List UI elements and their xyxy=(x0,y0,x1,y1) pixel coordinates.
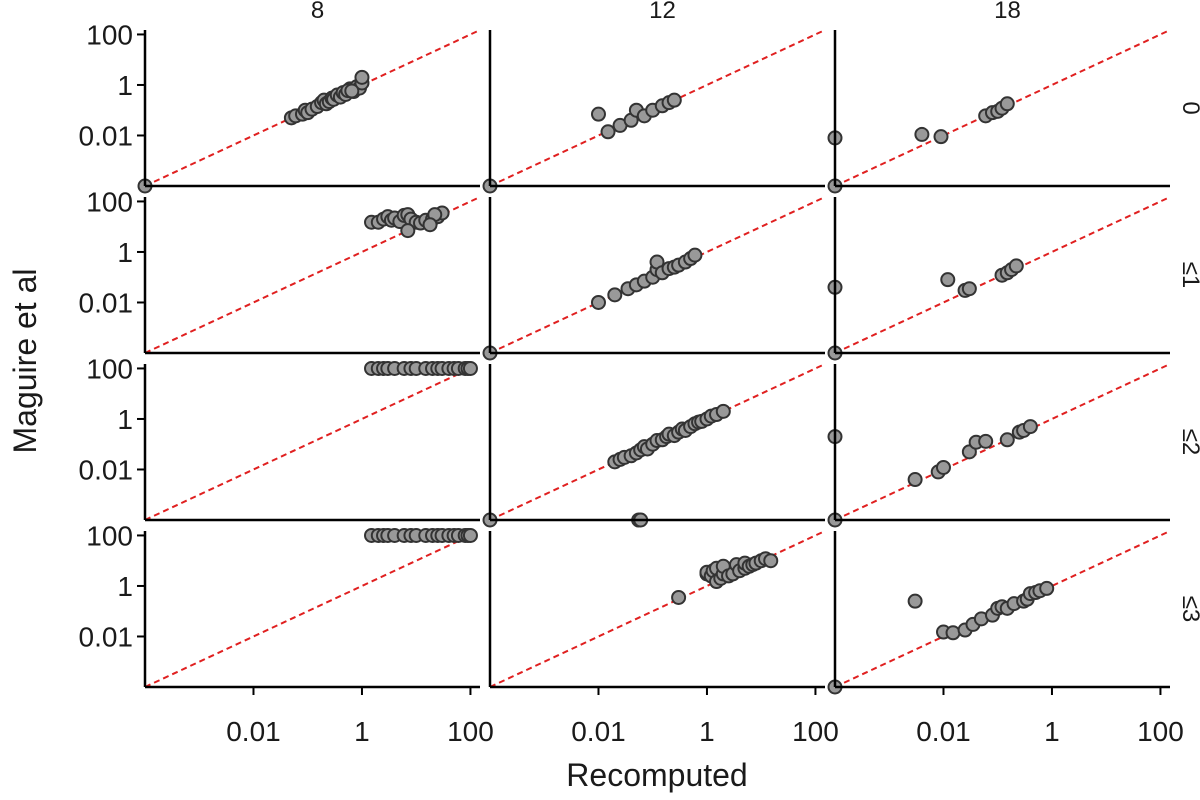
y-axis-title: Maguire et al xyxy=(7,269,43,454)
data-point xyxy=(907,472,923,488)
data-point xyxy=(590,294,606,310)
column-facet-strips: 8 12 18 xyxy=(311,0,1021,24)
data-point xyxy=(590,106,606,122)
data-point xyxy=(978,433,994,449)
data-point xyxy=(945,625,961,641)
data-point xyxy=(600,124,616,140)
identity-reference-line xyxy=(144,196,481,354)
data-point xyxy=(715,403,731,419)
data-point xyxy=(354,69,370,85)
facet-panel xyxy=(143,527,481,689)
y-tick-label: 0.01 xyxy=(79,287,134,318)
data-point xyxy=(666,92,682,108)
data-point xyxy=(1022,419,1038,435)
identity-reference-line xyxy=(489,530,826,688)
facet-panel xyxy=(482,196,826,361)
row-facet-label: ≤3 xyxy=(1177,596,1200,623)
y-tick-label: 0.01 xyxy=(79,120,134,151)
data-point xyxy=(1008,258,1024,274)
row-facet-label: 0 xyxy=(1177,101,1200,114)
data-point xyxy=(961,281,977,297)
x-tick-label: 100 xyxy=(792,716,839,747)
data-point xyxy=(999,96,1015,112)
facet-panel xyxy=(827,29,1171,194)
data-point xyxy=(422,217,438,233)
data-point xyxy=(607,287,623,303)
identity-reference-line xyxy=(144,530,481,688)
x-tick-label: 0.01 xyxy=(226,716,281,747)
facet-panel xyxy=(482,363,826,528)
facet-panel xyxy=(827,196,1171,361)
data-point xyxy=(914,126,930,142)
row-facet-label: ≤2 xyxy=(1177,429,1200,456)
x-tick-label: 1 xyxy=(699,716,715,747)
data-point xyxy=(999,432,1015,448)
facet-panel xyxy=(482,29,826,194)
identity-reference-line xyxy=(144,363,481,521)
facet-panel xyxy=(137,29,481,194)
y-tick-label: 0.01 xyxy=(79,621,134,652)
column-facet-label: 18 xyxy=(994,0,1021,24)
facet-panel xyxy=(488,530,826,689)
data-point xyxy=(687,247,703,263)
y-tick-label: 1 xyxy=(117,237,133,268)
x-tick-label: 1 xyxy=(1044,716,1060,747)
data-point xyxy=(763,553,779,569)
x-tick-label: 1 xyxy=(354,716,370,747)
data-point xyxy=(940,272,956,288)
data-point xyxy=(462,527,478,543)
y-tick-label: 1 xyxy=(117,571,133,602)
data-point xyxy=(1039,580,1055,596)
data-point xyxy=(400,223,416,239)
data-point xyxy=(671,589,687,605)
y-tick-label: 100 xyxy=(86,520,133,551)
axis-tick-labels: 0.01 1 100 0.01 1 100 0.01 1 100 0.01 1 100 0.01 1 100… xyxy=(79,19,1184,747)
row-facet-label: ≤1 xyxy=(1177,262,1200,289)
facet-panels xyxy=(137,29,1171,695)
facet-panel xyxy=(827,530,1171,695)
data-point xyxy=(933,129,949,145)
y-tick-label: 1 xyxy=(117,70,133,101)
facet-panel xyxy=(827,363,1171,528)
y-tick-label: 100 xyxy=(86,186,133,217)
data-point xyxy=(462,360,478,376)
data-point xyxy=(344,83,360,99)
column-facet-label: 12 xyxy=(649,0,676,24)
x-tick-label: 100 xyxy=(447,716,494,747)
data-point xyxy=(935,459,951,475)
x-tick-label: 100 xyxy=(1137,716,1184,747)
x-axis-title: Recomputed xyxy=(566,757,747,793)
y-tick-label: 100 xyxy=(86,19,133,50)
facet-panel xyxy=(143,360,481,522)
data-point xyxy=(907,593,923,609)
facet-panel xyxy=(143,196,481,355)
x-tick-label: 0.01 xyxy=(571,716,626,747)
y-tick-label: 100 xyxy=(86,353,133,384)
y-tick-label: 1 xyxy=(117,404,133,435)
column-facet-label: 8 xyxy=(311,0,324,24)
x-tick-label: 0.01 xyxy=(916,716,971,747)
row-facet-strips: 0 ≤1 ≤2 ≤3 xyxy=(1177,101,1200,622)
y-tick-label: 0.01 xyxy=(79,454,134,485)
